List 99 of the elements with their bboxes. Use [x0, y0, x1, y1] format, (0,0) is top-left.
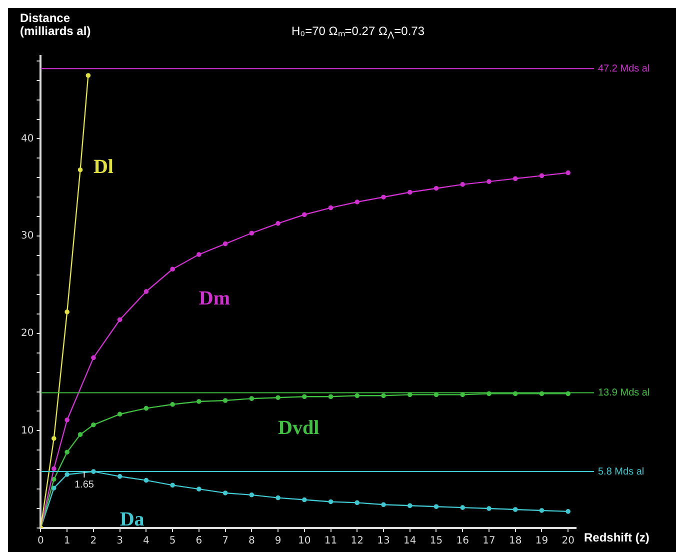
point — [222, 490, 228, 496]
x-tick-label: 11 — [324, 536, 338, 547]
point — [407, 392, 412, 398]
point — [144, 406, 149, 411]
point — [276, 395, 280, 400]
point — [407, 190, 412, 195]
point — [64, 310, 70, 314]
ref-line-label: 13.9 Mds al — [598, 387, 650, 398]
ref-line-label: 47.2 Mds al — [598, 63, 650, 74]
series-label: Dl — [93, 156, 114, 178]
point — [64, 418, 70, 422]
point — [91, 422, 96, 428]
point — [52, 466, 56, 472]
x-axis-title: Redshift (z) — [584, 530, 650, 544]
point — [170, 482, 175, 488]
point — [52, 486, 56, 490]
y-tick-label: 40 — [20, 133, 34, 144]
point — [86, 73, 91, 78]
point — [381, 393, 386, 398]
point — [249, 492, 254, 498]
x-tick-label: 14 — [404, 536, 416, 547]
x-tick-label: 1 — [64, 536, 70, 547]
point — [302, 212, 307, 218]
point — [64, 450, 70, 454]
point — [276, 220, 280, 226]
y-axis-title: Distance (milliards al) — [20, 11, 92, 38]
annotation: 1.65 — [74, 479, 94, 490]
x-tick-label: 9 — [274, 536, 282, 547]
point — [91, 355, 96, 360]
point — [64, 472, 70, 477]
point — [460, 182, 466, 187]
point — [302, 497, 307, 502]
point — [486, 179, 492, 184]
point — [539, 173, 544, 178]
point — [566, 509, 570, 514]
x-tick-label: 0 — [38, 536, 44, 547]
point — [354, 200, 360, 204]
x-tick-label: 10 — [298, 536, 311, 547]
point — [144, 289, 149, 294]
point — [302, 394, 307, 400]
point — [249, 396, 254, 401]
chart-title: H₀=70 Ωₘ=0.27 Ω$_{Λ}$=0.73 — [290, 23, 426, 42]
point — [52, 476, 56, 482]
point — [512, 507, 518, 512]
point — [144, 478, 149, 483]
point — [196, 252, 202, 257]
point — [117, 317, 122, 322]
x-tick-label: 12 — [350, 536, 364, 547]
point — [512, 176, 518, 182]
point — [486, 506, 492, 511]
point — [434, 504, 439, 509]
y-tick-label: 10 — [20, 425, 34, 436]
point — [170, 266, 175, 272]
point — [354, 393, 360, 398]
x-tick-label: 8 — [248, 536, 255, 547]
point — [539, 508, 544, 513]
point — [196, 486, 202, 492]
x-tick-label: 17 — [482, 536, 496, 547]
y-tick-label: 20 — [20, 328, 34, 339]
point — [381, 194, 386, 200]
x-tick-label: 20 — [562, 536, 574, 547]
x-tick-label: 19 — [535, 536, 548, 547]
point — [276, 495, 280, 500]
point — [52, 436, 56, 441]
point — [222, 398, 228, 403]
point — [354, 500, 360, 506]
point — [117, 412, 122, 417]
x-tick-label: 18 — [508, 536, 522, 547]
point — [117, 474, 122, 479]
point — [196, 399, 202, 404]
point — [222, 241, 228, 246]
point — [566, 170, 570, 176]
point — [434, 392, 439, 398]
point — [407, 503, 412, 508]
series-label: Dm — [198, 287, 230, 310]
point — [78, 432, 83, 437]
x-tick-label: 13 — [377, 536, 390, 547]
x-tick-label: 5 — [169, 536, 176, 547]
x-tick-label: 2 — [90, 536, 97, 547]
x-tick-label: 15 — [430, 536, 443, 547]
point — [381, 502, 386, 508]
y-tick-label: 30 — [20, 230, 34, 242]
point — [328, 205, 334, 210]
point — [249, 230, 254, 236]
ref-line-label: 5.8 Mds al — [598, 466, 644, 478]
x-tick-label: 7 — [222, 536, 228, 547]
series-label: Dvdl — [278, 416, 320, 439]
x-tick-label: 3 — [116, 536, 124, 547]
point — [328, 394, 334, 400]
x-tick-label: 16 — [456, 536, 469, 547]
point — [328, 499, 334, 504]
series-label: Da — [120, 508, 144, 530]
point — [460, 392, 466, 398]
x-tick-label: 6 — [196, 536, 202, 547]
point — [434, 186, 439, 191]
x-tick-label: 4 — [143, 536, 150, 547]
point — [78, 167, 83, 172]
point — [170, 402, 175, 407]
point — [460, 505, 466, 510]
